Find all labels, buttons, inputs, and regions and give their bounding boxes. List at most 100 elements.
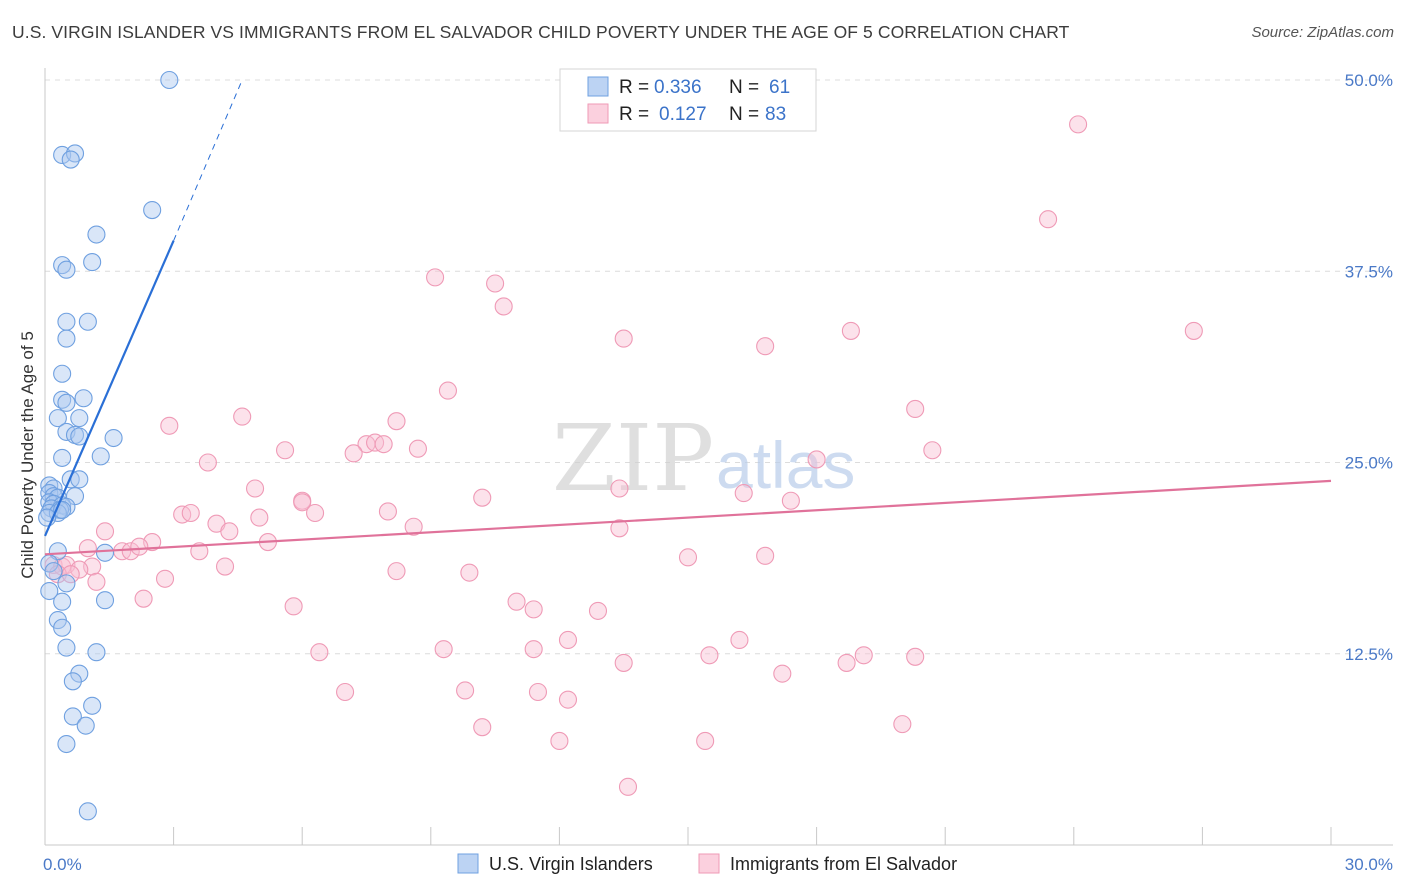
el-salvador-point-9 — [438, 381, 457, 400]
el-salvador-point-3 — [486, 274, 505, 293]
legend-r-label-1: R = — [619, 77, 649, 98]
legend-n-value-2: 83 — [765, 104, 786, 125]
el-salvador-point-45 — [130, 537, 149, 556]
el-salvador-point-72 — [854, 646, 873, 665]
el-salvador-point-70 — [310, 643, 329, 662]
el-salvador-point-73 — [906, 647, 925, 666]
virgin-islanders-point-55 — [63, 672, 82, 691]
el-salvador-point-63 — [507, 592, 526, 611]
y-tick-label-2: 37.5% — [1345, 262, 1393, 281]
virgin-islanders-point-43 — [95, 543, 115, 562]
el-salvador-point-11 — [160, 416, 179, 435]
virgin-islanders-point-4 — [143, 201, 162, 220]
trend-line-el-salvador — [44, 479, 1332, 556]
watermark-atlas: atlas — [716, 428, 855, 502]
el-salvador-point-18 — [408, 439, 427, 458]
el-salvador-point-56 — [215, 557, 235, 576]
virgin-islanders-point-51 — [53, 618, 72, 637]
bottom-legend-swatch-blue — [457, 853, 479, 874]
el-salvador-point-46 — [190, 542, 209, 561]
virgin-islanders-point-5 — [87, 225, 106, 244]
stats-legend: R = 0.336 N = 61 R = 0.127 N = 83 — [559, 68, 817, 132]
virgin-islanders-point-53 — [87, 643, 106, 662]
virgin-islanders-point-15 — [74, 389, 93, 408]
el-salvador-point-61 — [134, 589, 153, 608]
series-virgin-islanders-points — [38, 70, 179, 821]
virgin-islanders-point-52 — [57, 638, 76, 657]
el-salvador-point-67 — [558, 630, 578, 650]
el-salvador-point-55 — [61, 565, 80, 584]
series-legend: U.S. Virgin Islanders Immigrants from El… — [457, 853, 957, 874]
bottom-legend-label-blue: U.S. Virgin Islanders — [489, 854, 653, 874]
virgin-islanders-point-49 — [95, 591, 115, 610]
virgin-islanders-point-42 — [48, 542, 67, 561]
virgin-islanders-point-22 — [53, 448, 72, 467]
legend-n-label-2: N = — [729, 104, 759, 125]
legend-n-label-1: N = — [729, 77, 759, 98]
el-salvador-point-0 — [1069, 115, 1088, 134]
el-salvador-point-7 — [841, 321, 860, 340]
el-salvador-point-27 — [610, 479, 629, 498]
legend-n-value-1: 61 — [769, 77, 790, 98]
el-salvador-point-82 — [893, 715, 912, 734]
virgin-islanders-point-47 — [40, 581, 59, 601]
virgin-islanders-point-10 — [78, 312, 97, 331]
virgin-islanders-point-9 — [57, 312, 76, 331]
y-tick-label-0: 12.5% — [1345, 645, 1393, 664]
el-salvador-point-28 — [734, 484, 753, 503]
el-salvador-point-17 — [374, 435, 393, 454]
virgin-islanders-point-0 — [160, 70, 179, 90]
virgin-islanders-point-8 — [83, 253, 102, 272]
el-salvador-point-1 — [1039, 210, 1058, 229]
el-salvador-point-71 — [700, 646, 719, 665]
el-salvador-point-12 — [233, 407, 252, 426]
el-salvador-point-81 — [473, 718, 492, 737]
el-salvador-point-77 — [336, 682, 355, 702]
virgin-islanders-point-14 — [57, 393, 76, 412]
el-salvador-point-19 — [344, 444, 363, 463]
el-salvador-point-37 — [610, 519, 629, 538]
axes — [44, 68, 1393, 846]
el-salvador-point-79 — [528, 682, 548, 702]
virgin-islanders-point-54 — [70, 664, 89, 683]
trend-line-virgin-islanders — [43, 240, 175, 537]
bottom-legend-swatch-pink — [698, 853, 720, 874]
virgin-islanders-point-59 — [57, 734, 76, 754]
legend-r-value-1: 0.336 — [654, 77, 702, 98]
el-salvador-point-2 — [426, 268, 445, 287]
el-salvador-point-31 — [181, 503, 200, 523]
el-salvador-point-33 — [306, 503, 325, 523]
el-salvador-point-68 — [434, 640, 453, 659]
el-salvador-point-34 — [378, 502, 397, 521]
virgin-islanders-point-12 — [53, 364, 72, 383]
trend-lines — [43, 79, 1332, 556]
virgin-islanders-point-21 — [104, 428, 123, 448]
el-salvador-point-75 — [837, 653, 856, 672]
el-salvador-point-59 — [87, 572, 106, 591]
el-salvador-point-84 — [550, 731, 569, 751]
virgin-islanders-point-57 — [63, 707, 82, 726]
el-salvador-point-85 — [618, 777, 638, 796]
source-label: Source: ZipAtlas.com — [1251, 24, 1394, 41]
el-salvador-point-39 — [95, 522, 115, 541]
trend-line-virgin-islanders-extension — [173, 79, 243, 241]
x-tick-label-min: 0.0% — [43, 855, 82, 874]
el-salvador-point-66 — [730, 630, 749, 650]
virgin-islanders-point-7 — [57, 260, 76, 279]
watermark-zip: ZIP — [552, 405, 714, 512]
el-salvador-point-25 — [293, 493, 312, 512]
x-tick-label-max: 30.0% — [1345, 855, 1393, 874]
virgin-islanders-point-11 — [57, 329, 76, 348]
virgin-islanders-point-3 — [61, 150, 80, 169]
el-salvador-point-76 — [773, 664, 792, 683]
el-salvador-point-6 — [756, 337, 775, 356]
virgin-islanders-point-46 — [57, 574, 76, 593]
el-salvador-point-20 — [198, 453, 217, 472]
virgin-islanders-point-23 — [91, 447, 110, 466]
el-salvador-point-64 — [524, 600, 543, 619]
chart-title: U.S. VIRGIN ISLANDER VS IMMIGRANTS FROM … — [12, 22, 1070, 42]
el-salvador-point-47 — [678, 548, 698, 567]
el-salvador-point-44 — [121, 542, 140, 561]
el-salvador-point-74 — [614, 653, 633, 672]
